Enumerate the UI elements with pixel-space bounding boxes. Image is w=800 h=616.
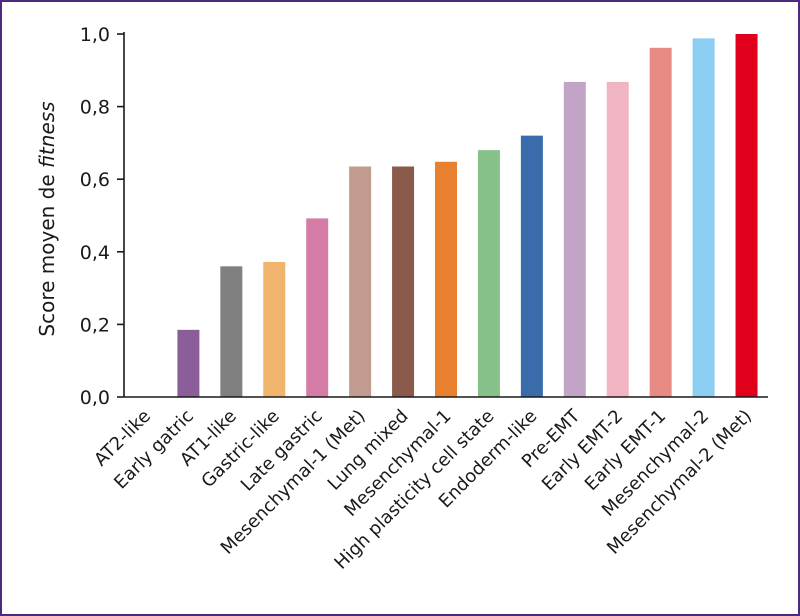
bar	[263, 261, 286, 397]
bar	[349, 166, 372, 397]
bar	[220, 266, 243, 397]
bar	[477, 150, 500, 397]
y-axis-ticks: 0,0 0,2 0,4 0,6 0,8 1,0	[80, 24, 124, 409]
bar	[563, 81, 586, 397]
bar	[435, 161, 457, 397]
y-axis-title: Score moyen de fitness	[35, 101, 59, 336]
bars	[177, 34, 758, 398]
y-tick-label: 0,6	[80, 169, 110, 191]
bar	[735, 34, 758, 397]
y-tick-label: 0,8	[80, 97, 110, 119]
y-tick-label: 0,2	[80, 314, 110, 336]
bar	[649, 47, 672, 397]
bar	[177, 329, 200, 397]
y-tick-label: 0,0	[80, 387, 110, 409]
bar	[392, 166, 415, 397]
bar	[606, 81, 629, 397]
bar	[692, 38, 715, 398]
y-tick-label: 0,4	[80, 242, 110, 264]
bar	[520, 135, 543, 397]
bar	[306, 218, 329, 397]
y-tick-label: 1,0	[80, 24, 110, 46]
